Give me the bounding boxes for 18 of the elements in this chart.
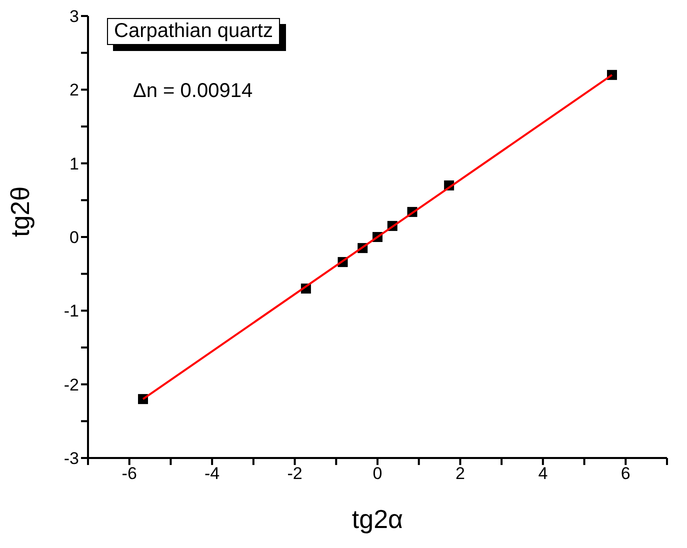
y-tick-label: -3 [64, 449, 79, 468]
y-tick-label: 3 [70, 7, 79, 26]
annotation: Δn = 0.00914 [133, 80, 253, 103]
x-tick-label: 2 [455, 464, 465, 484]
x-tick-label: 0 [372, 464, 382, 484]
y-tick-label: -2 [64, 375, 79, 394]
y-tick-label: 0 [70, 228, 79, 248]
y-tick-label: 2 [70, 80, 79, 100]
x-tick-label: -2 [287, 464, 302, 484]
x-tick-label: -4 [204, 464, 220, 484]
annotation: Carpathian quartz [107, 18, 280, 45]
x-tick-label: -6 [122, 464, 137, 484]
y-tick-label: 1 [70, 154, 79, 174]
x-tick-label: 6 [620, 464, 630, 484]
x-tick-label: 4 [538, 464, 548, 484]
y-axis-title: tg2θ [5, 186, 36, 237]
y-tick-label: -1 [64, 302, 79, 321]
x-axis-title: tg2α [352, 504, 404, 534]
